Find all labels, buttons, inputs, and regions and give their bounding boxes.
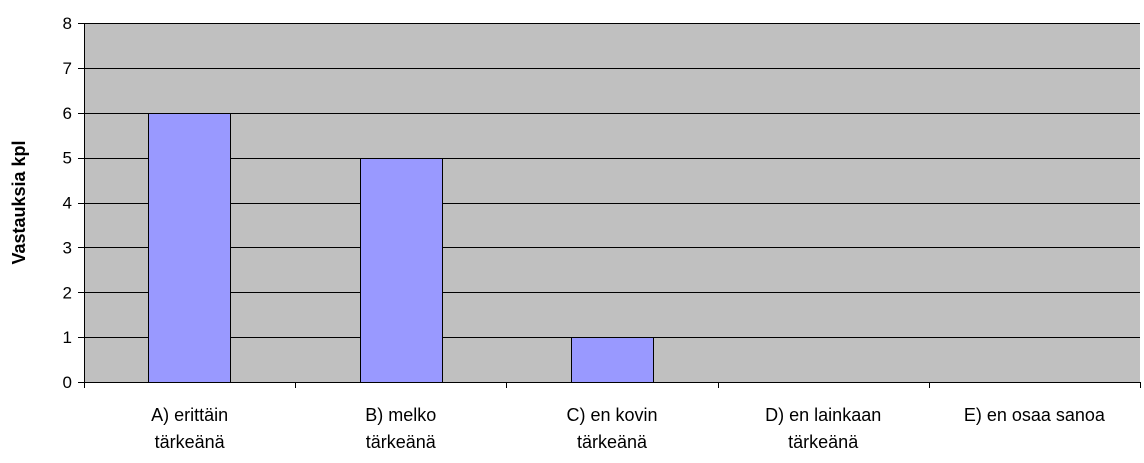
gridlines [84,23,1140,338]
x-category-label-2: C) en kovin tärkeänä [566,405,657,452]
bar-1 [360,158,443,383]
y-tick-label-6: 6 [63,104,72,123]
axes [78,23,1141,388]
y-tick-label-2: 2 [63,283,72,302]
x-category-label-0: A) erittäin tärkeänä [151,405,228,452]
y-axis-title: Vastauksia kpl [9,140,29,264]
y-tick-label-3: 3 [63,238,72,257]
x-category-labels: A) erittäin tärkeänä B) melko tärkeänä C) en… [151,405,1106,452]
y-tick-label-0: 0 [63,373,72,392]
bar-2 [571,337,654,383]
bars [148,113,654,383]
bar-0 [148,113,231,383]
x-category-label-3: D) en lainkaan tärkeänä [765,405,881,452]
x-category-label-4: E) en osaa sanoa [964,405,1106,425]
y-tick-label-5: 5 [63,149,72,168]
y-tick-label-7: 7 [63,59,72,78]
y-tick-label-4: 4 [63,194,72,213]
y-tick-label-1: 1 [63,328,72,347]
x-category-label-1: B) melko tärkeänä [365,405,437,452]
y-tick-label-8: 8 [63,14,72,33]
plot-area [84,23,1140,382]
y-tick-labels: 0 1 2 3 4 5 6 7 8 [63,14,72,392]
